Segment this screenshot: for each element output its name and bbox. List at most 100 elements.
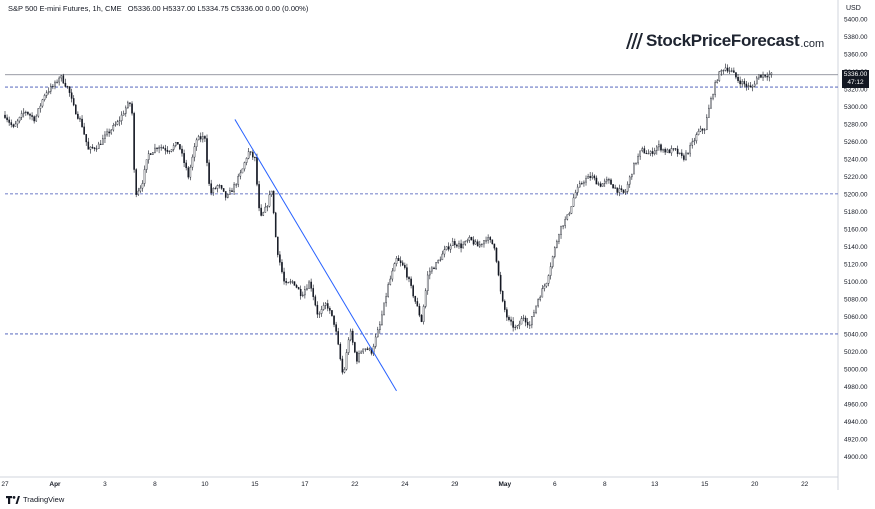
candle <box>41 98 44 108</box>
y-tick-label: 5320.00 <box>844 86 868 93</box>
candle <box>612 184 614 189</box>
candle <box>566 214 569 221</box>
logo-main-text: StockPriceForecast <box>646 31 800 50</box>
candle <box>262 211 265 217</box>
candle <box>674 148 677 151</box>
candle <box>614 184 616 190</box>
tradingview-brand: TradingView <box>23 495 65 504</box>
y-tick-label: 5200.00 <box>844 191 868 198</box>
y-tick-label: 5280.00 <box>844 121 868 128</box>
candle <box>216 184 219 193</box>
downtrend-line[interactable] <box>234 119 397 392</box>
candle <box>458 240 460 249</box>
candle <box>408 275 410 283</box>
candle <box>95 145 98 152</box>
candle <box>47 87 50 95</box>
trendline[interactable] <box>234 119 397 392</box>
candle <box>252 148 254 161</box>
candle <box>581 181 583 185</box>
symbol-title[interactable]: S&P 500 E-mini Futures, 1h, CME <box>8 4 122 13</box>
candle <box>25 110 27 116</box>
candle <box>160 144 162 151</box>
candle <box>616 187 619 196</box>
candle <box>472 236 475 246</box>
y-tick-label: 5360.00 <box>844 51 868 58</box>
candle <box>118 116 121 127</box>
candle <box>414 295 417 304</box>
candle <box>102 134 104 145</box>
candle <box>187 166 190 180</box>
candle <box>293 281 296 286</box>
candle <box>195 137 198 151</box>
candle <box>406 263 408 281</box>
candle <box>433 266 435 270</box>
candle <box>287 281 290 284</box>
candle <box>39 103 42 113</box>
candle <box>10 119 13 128</box>
candle <box>635 162 637 166</box>
candle <box>410 276 412 289</box>
candle <box>383 302 385 316</box>
tradingview-logo-icon <box>6 495 20 504</box>
candle <box>112 122 115 132</box>
candle <box>387 282 389 298</box>
candle <box>541 284 544 298</box>
candle <box>751 84 754 92</box>
candle <box>483 240 485 248</box>
candle <box>508 315 510 322</box>
candle <box>104 131 106 144</box>
candle <box>376 326 379 338</box>
candle <box>599 181 602 188</box>
y-tick-label: 4900.00 <box>844 454 868 461</box>
candle <box>708 104 710 118</box>
candle <box>35 114 38 122</box>
candle <box>120 111 123 125</box>
candle <box>124 105 127 117</box>
candle <box>249 151 252 156</box>
candle <box>324 302 327 310</box>
candle <box>149 152 152 156</box>
candle <box>339 342 342 361</box>
candle <box>239 169 242 180</box>
candle <box>633 162 635 175</box>
candle <box>37 108 40 118</box>
candle <box>193 143 196 162</box>
candle <box>597 181 600 186</box>
candle <box>254 156 256 162</box>
candle <box>233 182 235 195</box>
candle <box>179 143 181 151</box>
candle <box>443 245 446 258</box>
candle <box>716 79 719 84</box>
candle <box>279 251 281 266</box>
candle <box>199 132 202 143</box>
candle <box>345 349 348 371</box>
candle <box>156 147 158 152</box>
candle <box>320 305 323 317</box>
currency-label[interactable]: USD <box>846 5 861 12</box>
candle <box>641 146 644 153</box>
candle <box>83 122 85 135</box>
candle <box>210 179 212 196</box>
candle <box>283 267 285 285</box>
time-axis[interactable]: 27 Apr 3 8 10 15 17 22 24 29 May 6 8 13 15 20 22 <box>1 481 808 488</box>
candle <box>570 206 573 215</box>
candle <box>470 236 473 241</box>
candle <box>451 237 454 247</box>
candle <box>660 143 662 153</box>
candle <box>737 74 739 83</box>
candle <box>628 175 631 188</box>
candle <box>358 350 360 364</box>
candle <box>624 189 627 195</box>
tradingview-attribution[interactable]: TradingView <box>6 495 64 504</box>
candle <box>270 190 273 197</box>
candle <box>545 282 548 288</box>
candle <box>760 74 762 79</box>
candle <box>755 75 758 85</box>
candle <box>637 153 639 165</box>
candle <box>703 128 706 135</box>
candle <box>504 299 506 313</box>
candle <box>426 271 429 295</box>
candle <box>127 100 129 109</box>
candle <box>514 324 517 331</box>
